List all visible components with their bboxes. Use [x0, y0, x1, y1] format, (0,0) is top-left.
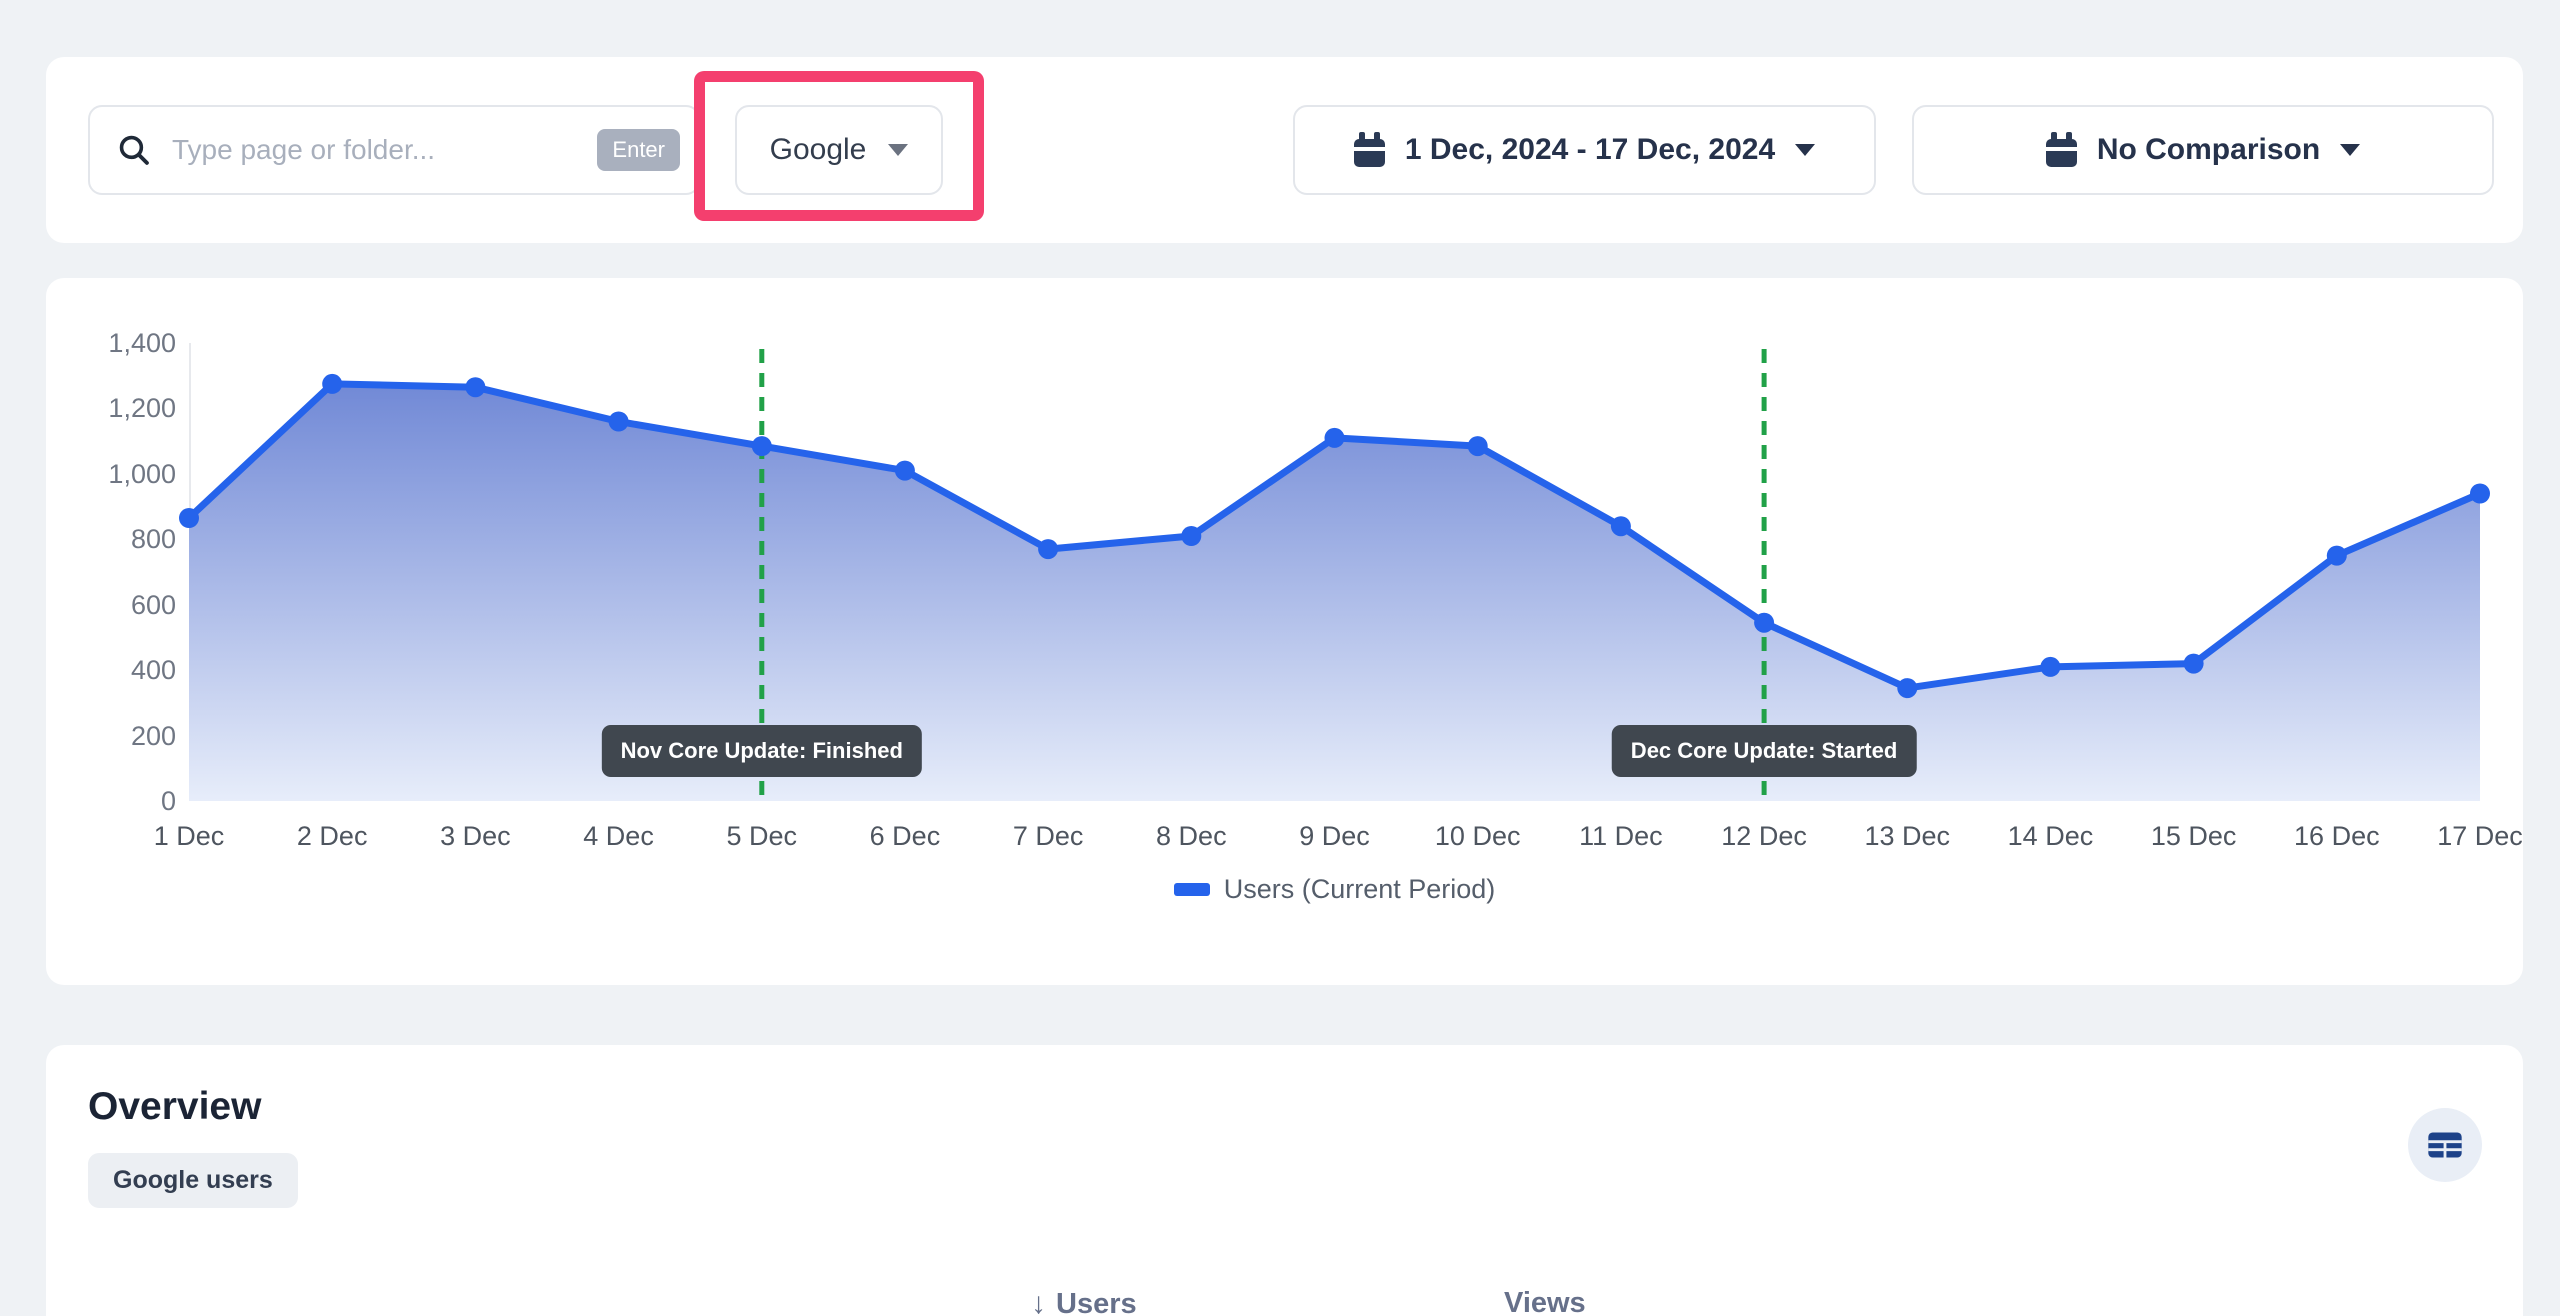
search-field[interactable]: Enter: [88, 105, 700, 195]
y-axis-tick: 0: [160, 786, 176, 816]
chart-annotation-label: Nov Core Update: Finished: [601, 725, 922, 777]
toolbar: Enter Google 1 Dec, 2024 - 17 Dec, 2024 …: [46, 57, 2523, 243]
page-title: Overview: [88, 1085, 262, 1128]
google-users-badge: Google users: [88, 1153, 298, 1208]
calendar-icon: [1353, 131, 1385, 167]
table-view-button[interactable]: [2408, 1108, 2482, 1182]
date-range-picker[interactable]: 1 Dec, 2024 - 17 Dec, 2024: [1293, 105, 1876, 195]
x-axis-tick: 2 Dec: [296, 821, 368, 851]
y-axis-tick: 1,000: [108, 458, 176, 489]
source-dropdown[interactable]: Google: [735, 105, 943, 195]
chart-canvas: [179, 343, 2490, 801]
x-axis-tick: 10 Dec: [1434, 821, 1521, 851]
legend-swatch: [1173, 883, 1210, 896]
search-icon: [116, 132, 152, 168]
x-axis-tick: 1 Dec: [153, 821, 225, 851]
chart-annotation-label: Dec Core Update: Started: [1611, 725, 1917, 777]
comparison-label: No Comparison: [2096, 133, 2321, 166]
column-header-users-label: Users: [1056, 1287, 1137, 1316]
sort-descending-icon: ↓: [1031, 1287, 1046, 1316]
search-input[interactable]: [172, 134, 598, 166]
column-header-views[interactable]: Views: [1504, 1287, 1586, 1316]
y-axis-tick: 1,200: [108, 393, 176, 424]
chevron-down-icon: [1795, 144, 1816, 156]
x-axis-tick: 8 Dec: [1156, 821, 1227, 851]
x-axis-tick: 4 Dec: [583, 821, 654, 851]
x-axis-tick: 6 Dec: [869, 821, 941, 851]
calendar-icon: [2045, 131, 2077, 167]
y-axis-tick: 200: [130, 720, 176, 751]
table-icon: [2425, 1125, 2465, 1165]
x-axis-tick: 11 Dec: [1579, 821, 1663, 851]
overview-section: Overview Google users ↓ Users Views: [46, 1045, 2523, 1316]
enter-key-hint: Enter: [597, 129, 680, 171]
chart-legend: Users (Current Period): [189, 874, 2480, 905]
source-dropdown-label: Google: [769, 133, 867, 166]
y-axis-tick: 800: [130, 524, 176, 555]
y-axis-tick: 400: [130, 655, 176, 686]
chevron-down-icon: [888, 144, 909, 156]
y-axis-tick: 1,400: [108, 328, 176, 358]
x-axis-tick: 7 Dec: [1012, 821, 1084, 851]
x-axis-tick: 9 Dec: [1299, 821, 1370, 851]
users-area-chart[interactable]: Nov Core Update: Finished Dec Core Update…: [179, 343, 2490, 801]
date-range-label: 1 Dec, 2024 - 17 Dec, 2024: [1404, 133, 1776, 166]
x-axis-tick: 14 Dec: [2007, 821, 2094, 851]
x-axis-tick: 12 Dec: [1721, 821, 1807, 851]
legend-label: Users (Current Period): [1223, 874, 1496, 904]
column-header-views-label: Views: [1504, 1287, 1586, 1316]
column-header-users[interactable]: ↓ Users: [1031, 1287, 1137, 1316]
x-axis-tick: 5 Dec: [726, 821, 798, 851]
x-axis-tick: 3 Dec: [440, 821, 511, 851]
x-axis-tick: 15 Dec: [2150, 821, 2237, 851]
y-axis-tick: 600: [130, 589, 176, 620]
x-axis-tick: 13 Dec: [1864, 821, 1951, 851]
comparison-picker[interactable]: No Comparison: [1912, 105, 2494, 195]
users-chart-card: Nov Core Update: Finished Dec Core Update…: [46, 278, 2523, 985]
chevron-down-icon: [2340, 144, 2361, 156]
x-axis-tick: 17 Dec: [2437, 821, 2523, 851]
x-axis-tick: 16 Dec: [2294, 821, 2380, 851]
